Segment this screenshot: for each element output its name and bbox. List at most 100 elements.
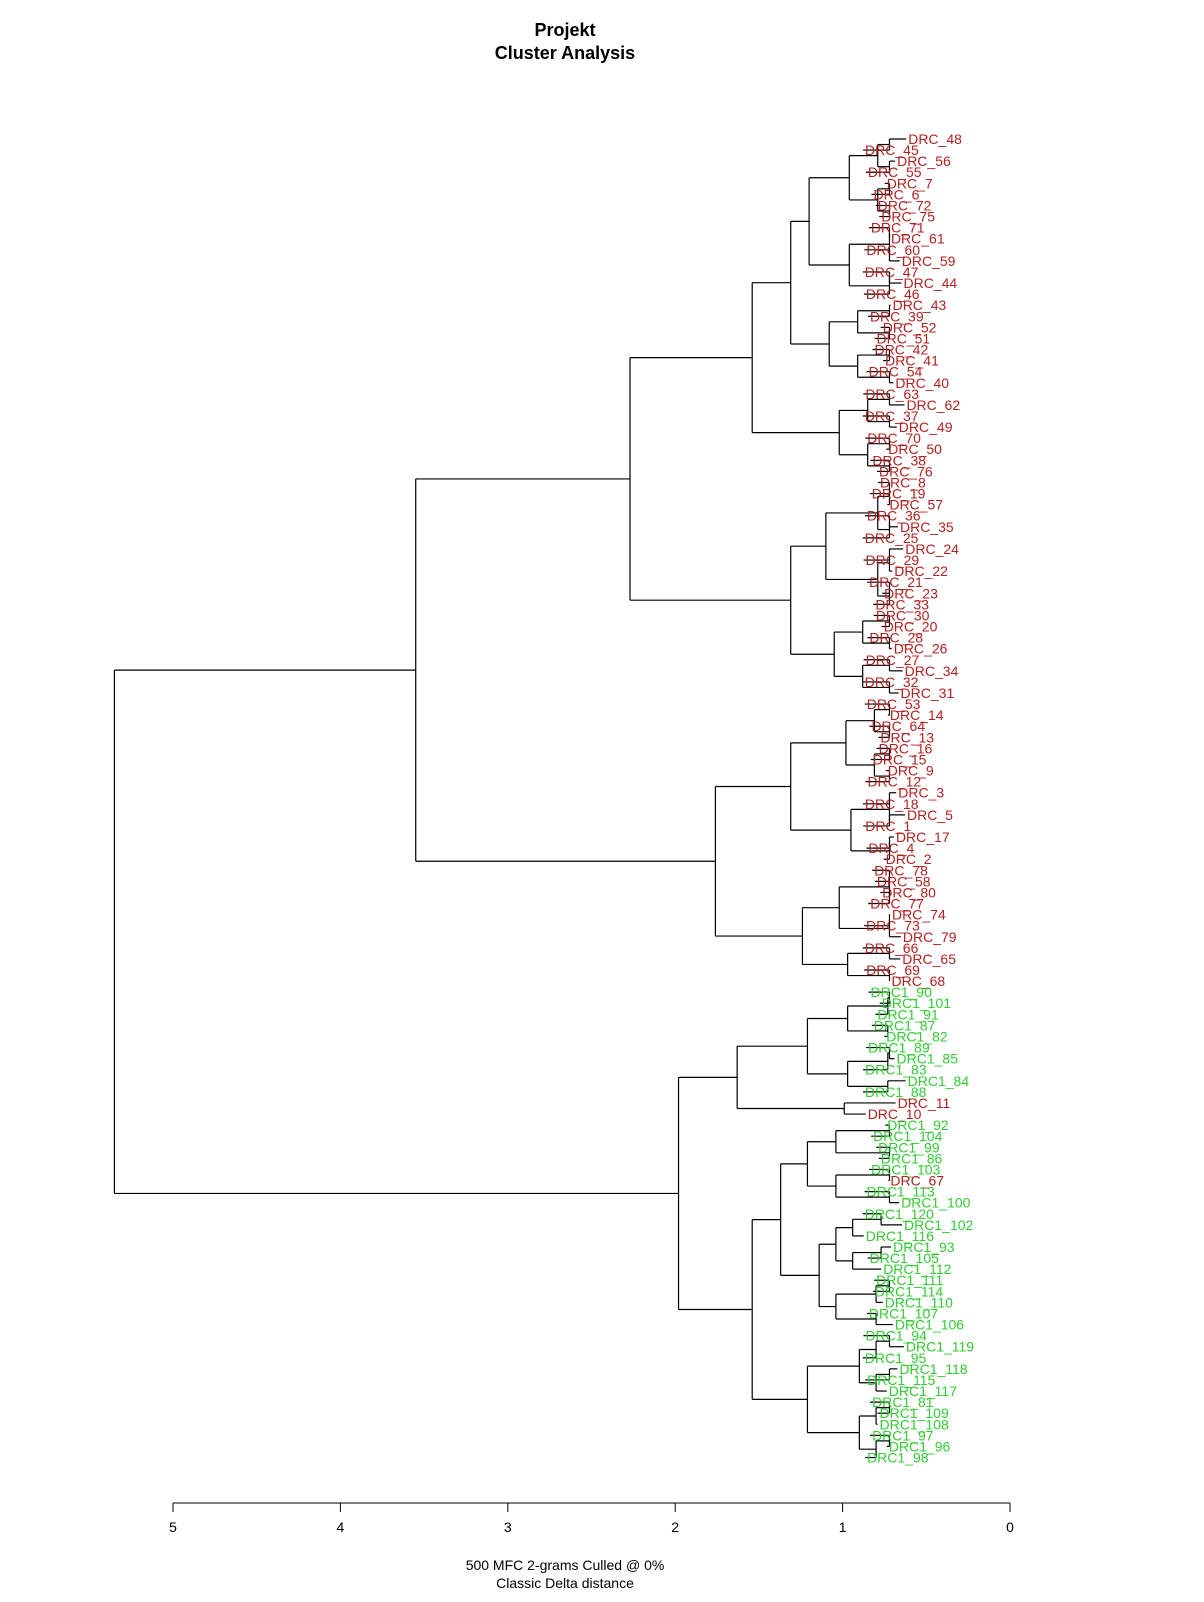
- leaf-label: DRC1_86: [881, 1150, 943, 1166]
- leaf-label: DRC_26: [894, 641, 948, 657]
- leaf-label: DRC1_107: [869, 1305, 938, 1321]
- leaf-label: DRC_53: [867, 696, 921, 712]
- leaf-label: DRC_14: [890, 707, 944, 723]
- leaf-label: DRC_58: [877, 873, 931, 889]
- leaf-label: DRC1_97: [872, 1427, 934, 1443]
- leaf-label: DRC_8: [880, 474, 926, 490]
- leaf-label: DRC1_117: [889, 1383, 957, 1399]
- leaf-label: DRC_80: [882, 884, 936, 900]
- leaf-label: DRC_74: [892, 907, 946, 923]
- leaf-label: DRC_41: [885, 353, 939, 369]
- leaf-label: DRC_63: [865, 386, 919, 402]
- leaf-label: DRC1_120: [865, 1206, 934, 1222]
- leaf-label: DRC1_111: [876, 1272, 943, 1288]
- leaf-label: DRC_75: [881, 209, 935, 225]
- leaf-label: DRC1_113: [867, 1184, 935, 1200]
- leaf-label: DRC1_91: [877, 1006, 939, 1022]
- leaf-label: DRC_21: [869, 574, 923, 590]
- leaf-label: DRC1_93: [893, 1239, 955, 1255]
- leaf-label: DRC_4: [868, 840, 914, 856]
- leaf-label: DRC_76: [879, 463, 933, 479]
- leaf-label: DRC_39: [870, 308, 924, 324]
- leaf-label: DRC_61: [891, 231, 945, 247]
- leaf-label: DRC1_84: [908, 1073, 970, 1089]
- leaf-label: DRC_9: [888, 763, 934, 779]
- leaf-label: DRC_11: [898, 1095, 951, 1111]
- leaf-label: DRC_27: [866, 652, 920, 668]
- leaf-label: DRC_31: [901, 685, 955, 701]
- leaf-label: DRC_66: [865, 940, 919, 956]
- leaf-label: DRC1_82: [886, 1028, 948, 1044]
- leaf-label: DRC_67: [890, 1173, 944, 1189]
- leaf-label: DRC_20: [884, 619, 938, 635]
- leaf-label: DRC1_83: [865, 1062, 927, 1078]
- leaf-label: DRC1_81: [872, 1394, 934, 1410]
- chart-title-line1: Projekt: [534, 20, 596, 40]
- leaf-label: DRC_18: [865, 796, 919, 812]
- leaf-label: DRC_48: [908, 131, 962, 147]
- leaf-label: DRC_33: [875, 596, 929, 612]
- leaf-label: DRC1_87: [874, 1017, 936, 1033]
- leaf-label: DRC_62: [906, 397, 960, 413]
- leaf-label: DRC_51: [877, 330, 931, 346]
- leaf-label: DRC1_85: [897, 1051, 959, 1067]
- leaf-label: DRC_55: [868, 164, 922, 180]
- leaf-label: DRC_36: [867, 508, 921, 524]
- x-tick-label: 2: [671, 1519, 679, 1535]
- leaf-label: DRC_15: [873, 751, 927, 767]
- leaf-label: DRC1_94: [865, 1328, 927, 1344]
- x-tick-label: 3: [504, 1519, 512, 1535]
- leaf-label: DRC_46: [866, 286, 920, 302]
- leaf-label: DRC_45: [865, 142, 919, 158]
- leaf-label: DRC1_89: [868, 1040, 930, 1056]
- leaf-label: DRC_43: [893, 297, 947, 313]
- leaf-label: DRC_78: [874, 862, 928, 878]
- leaf-label: DRC1_102: [904, 1217, 973, 1233]
- leaf-label: DRC1_119: [906, 1339, 974, 1355]
- leaf-label: DRC_69: [866, 962, 920, 978]
- leaf-label: DRC_28: [869, 630, 923, 646]
- leaf-label: DRC_19: [872, 486, 926, 502]
- leaf-label: DRC_2: [886, 851, 932, 867]
- leaf-label: DRC_34: [905, 663, 959, 679]
- leaf-label: DRC1_108: [880, 1416, 949, 1432]
- leaf-label: DRC_47: [865, 264, 919, 280]
- leaf-label: DRC1_118: [899, 1361, 967, 1377]
- leaf-label: DRC_30: [876, 607, 930, 623]
- leaf-label: DRC_40: [895, 375, 949, 391]
- leaf-label: DRC_29: [866, 552, 920, 568]
- leaf-label: DRC_32: [865, 674, 919, 690]
- leaf-label: DRC_3: [898, 785, 944, 801]
- leaf-label: DRC_37: [865, 408, 919, 424]
- leaf-label: DRC1_96: [889, 1438, 951, 1454]
- leaf-label: DRC1_99: [878, 1139, 940, 1155]
- leaf-label: DRC_52: [883, 319, 937, 335]
- leaf-label: DRC_68: [891, 973, 945, 989]
- leaf-label: DRC1_98: [867, 1450, 929, 1466]
- leaf-label: DRC_79: [903, 929, 957, 945]
- leaf-label: DRC_24: [905, 541, 959, 557]
- leaf-label: DRC1_103: [871, 1161, 940, 1177]
- leaf-label: DRC1_115: [867, 1372, 935, 1388]
- leaf-label: DRC1_92: [887, 1117, 949, 1133]
- leaf-label: DRC_77: [870, 896, 924, 912]
- x-axis-label-line2: Classic Delta distance: [496, 1575, 634, 1591]
- leaf-label: DRC1_112: [883, 1261, 951, 1277]
- leaf-label: DRC_38: [872, 452, 926, 468]
- leaf-label: DRC_44: [903, 275, 957, 291]
- leaf-label: DRC_64: [871, 718, 925, 734]
- x-tick-label: 5: [169, 1519, 177, 1535]
- leaf-label: DRC1_116: [866, 1228, 934, 1244]
- leaf-label: DRC_25: [865, 530, 919, 546]
- leaf-label: DRC_23: [884, 585, 938, 601]
- leaf-label: DRC_7: [887, 175, 933, 191]
- x-tick-label: 4: [337, 1519, 345, 1535]
- leaf-label: DRC1_105: [870, 1250, 939, 1266]
- leaf-label: DRC1_109: [879, 1405, 948, 1421]
- leaf-label: DRC_54: [869, 364, 923, 380]
- leaf-label: DRC_72: [878, 197, 932, 213]
- leaf-label: DRC1_101: [882, 995, 951, 1011]
- leaf-label: DRC_49: [899, 419, 953, 435]
